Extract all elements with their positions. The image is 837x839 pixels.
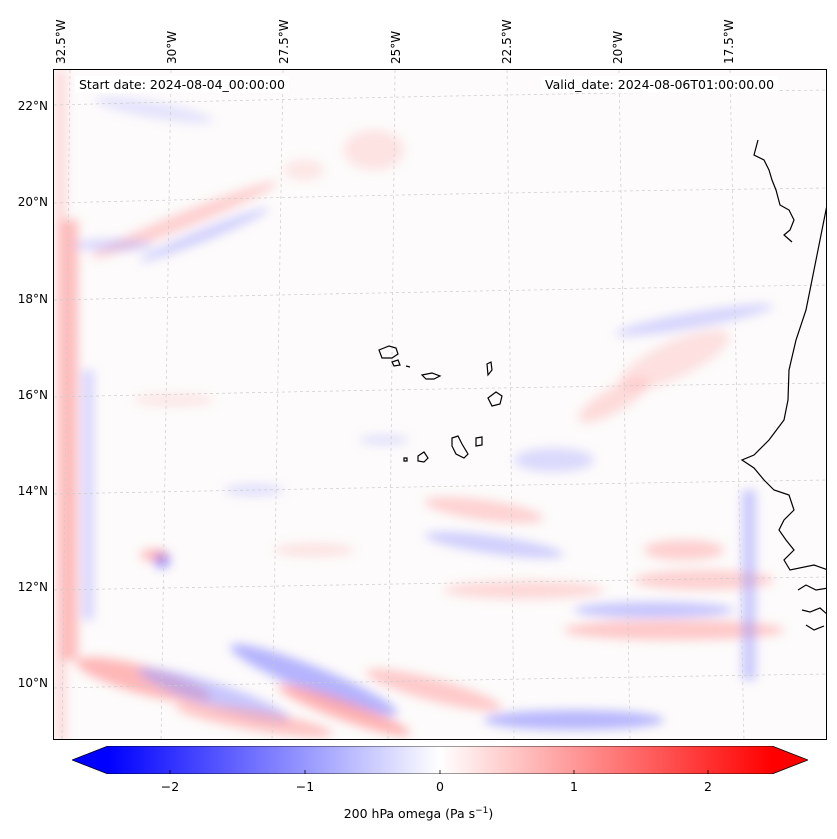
colorbar-tick-neg2: −2	[160, 779, 180, 794]
island-santo-antao	[378, 345, 399, 359]
colorbar-gradient	[108, 746, 772, 774]
start-date-label: Start date: 2024-08-04_00:00:00	[75, 76, 289, 93]
lon-label-17-5w: 17.5°W	[722, 19, 736, 64]
omega-field-layer	[56, 70, 784, 739]
valid-date-label: Valid_date: 2024-08-06T01:00:00.00	[541, 76, 779, 93]
gridlines	[54, 70, 826, 739]
colorbar-tick-neg1: −1	[295, 779, 315, 794]
colorbar	[72, 746, 808, 774]
coastlines	[378, 139, 826, 631]
lat-label-16n: 16°N	[17, 388, 48, 402]
lat-label-18n: 18°N	[17, 292, 48, 306]
island-sao-nicolau	[420, 372, 442, 380]
colorbar-tick-marks	[169, 770, 709, 774]
island-fogo	[417, 451, 429, 463]
lat-label-10n: 10°N	[17, 676, 48, 690]
lat-label-12n: 12°N	[17, 580, 48, 594]
lon-label-22-5w: 22.5°W	[500, 19, 514, 64]
island-brava	[403, 457, 408, 462]
lat-label-20n: 20°N	[17, 195, 48, 209]
colorbar-tick-1: 1	[570, 779, 578, 794]
lat-label-22n: 22°N	[17, 99, 48, 113]
lon-label-25w: 25°W	[389, 30, 403, 64]
lon-label-30w: 30°W	[165, 30, 179, 64]
colorbar-label: 200 hPa omega (Pa s−1)	[343, 806, 494, 822]
colorbar-tick-0: 0	[436, 779, 444, 794]
colorbar-extend-low	[72, 746, 108, 774]
omega-field-svg	[54, 70, 826, 739]
africa-coastline	[740, 206, 826, 571]
island-sao-vicente	[391, 359, 401, 367]
island-santiago	[451, 435, 469, 459]
lat-label-14n: 14°N	[17, 484, 48, 498]
lon-label-27-5w: 27.5°W	[277, 19, 291, 64]
lon-label-20w: 20°W	[611, 30, 625, 64]
island-boa-vista	[487, 391, 503, 407]
lon-label-32-5w: 32.5°W	[54, 19, 68, 64]
island-sal	[486, 361, 493, 377]
island-maio	[475, 436, 483, 447]
colorbar-tick-2: 2	[704, 779, 712, 794]
omega-map	[53, 69, 827, 740]
colorbar-extend-high	[772, 746, 808, 774]
